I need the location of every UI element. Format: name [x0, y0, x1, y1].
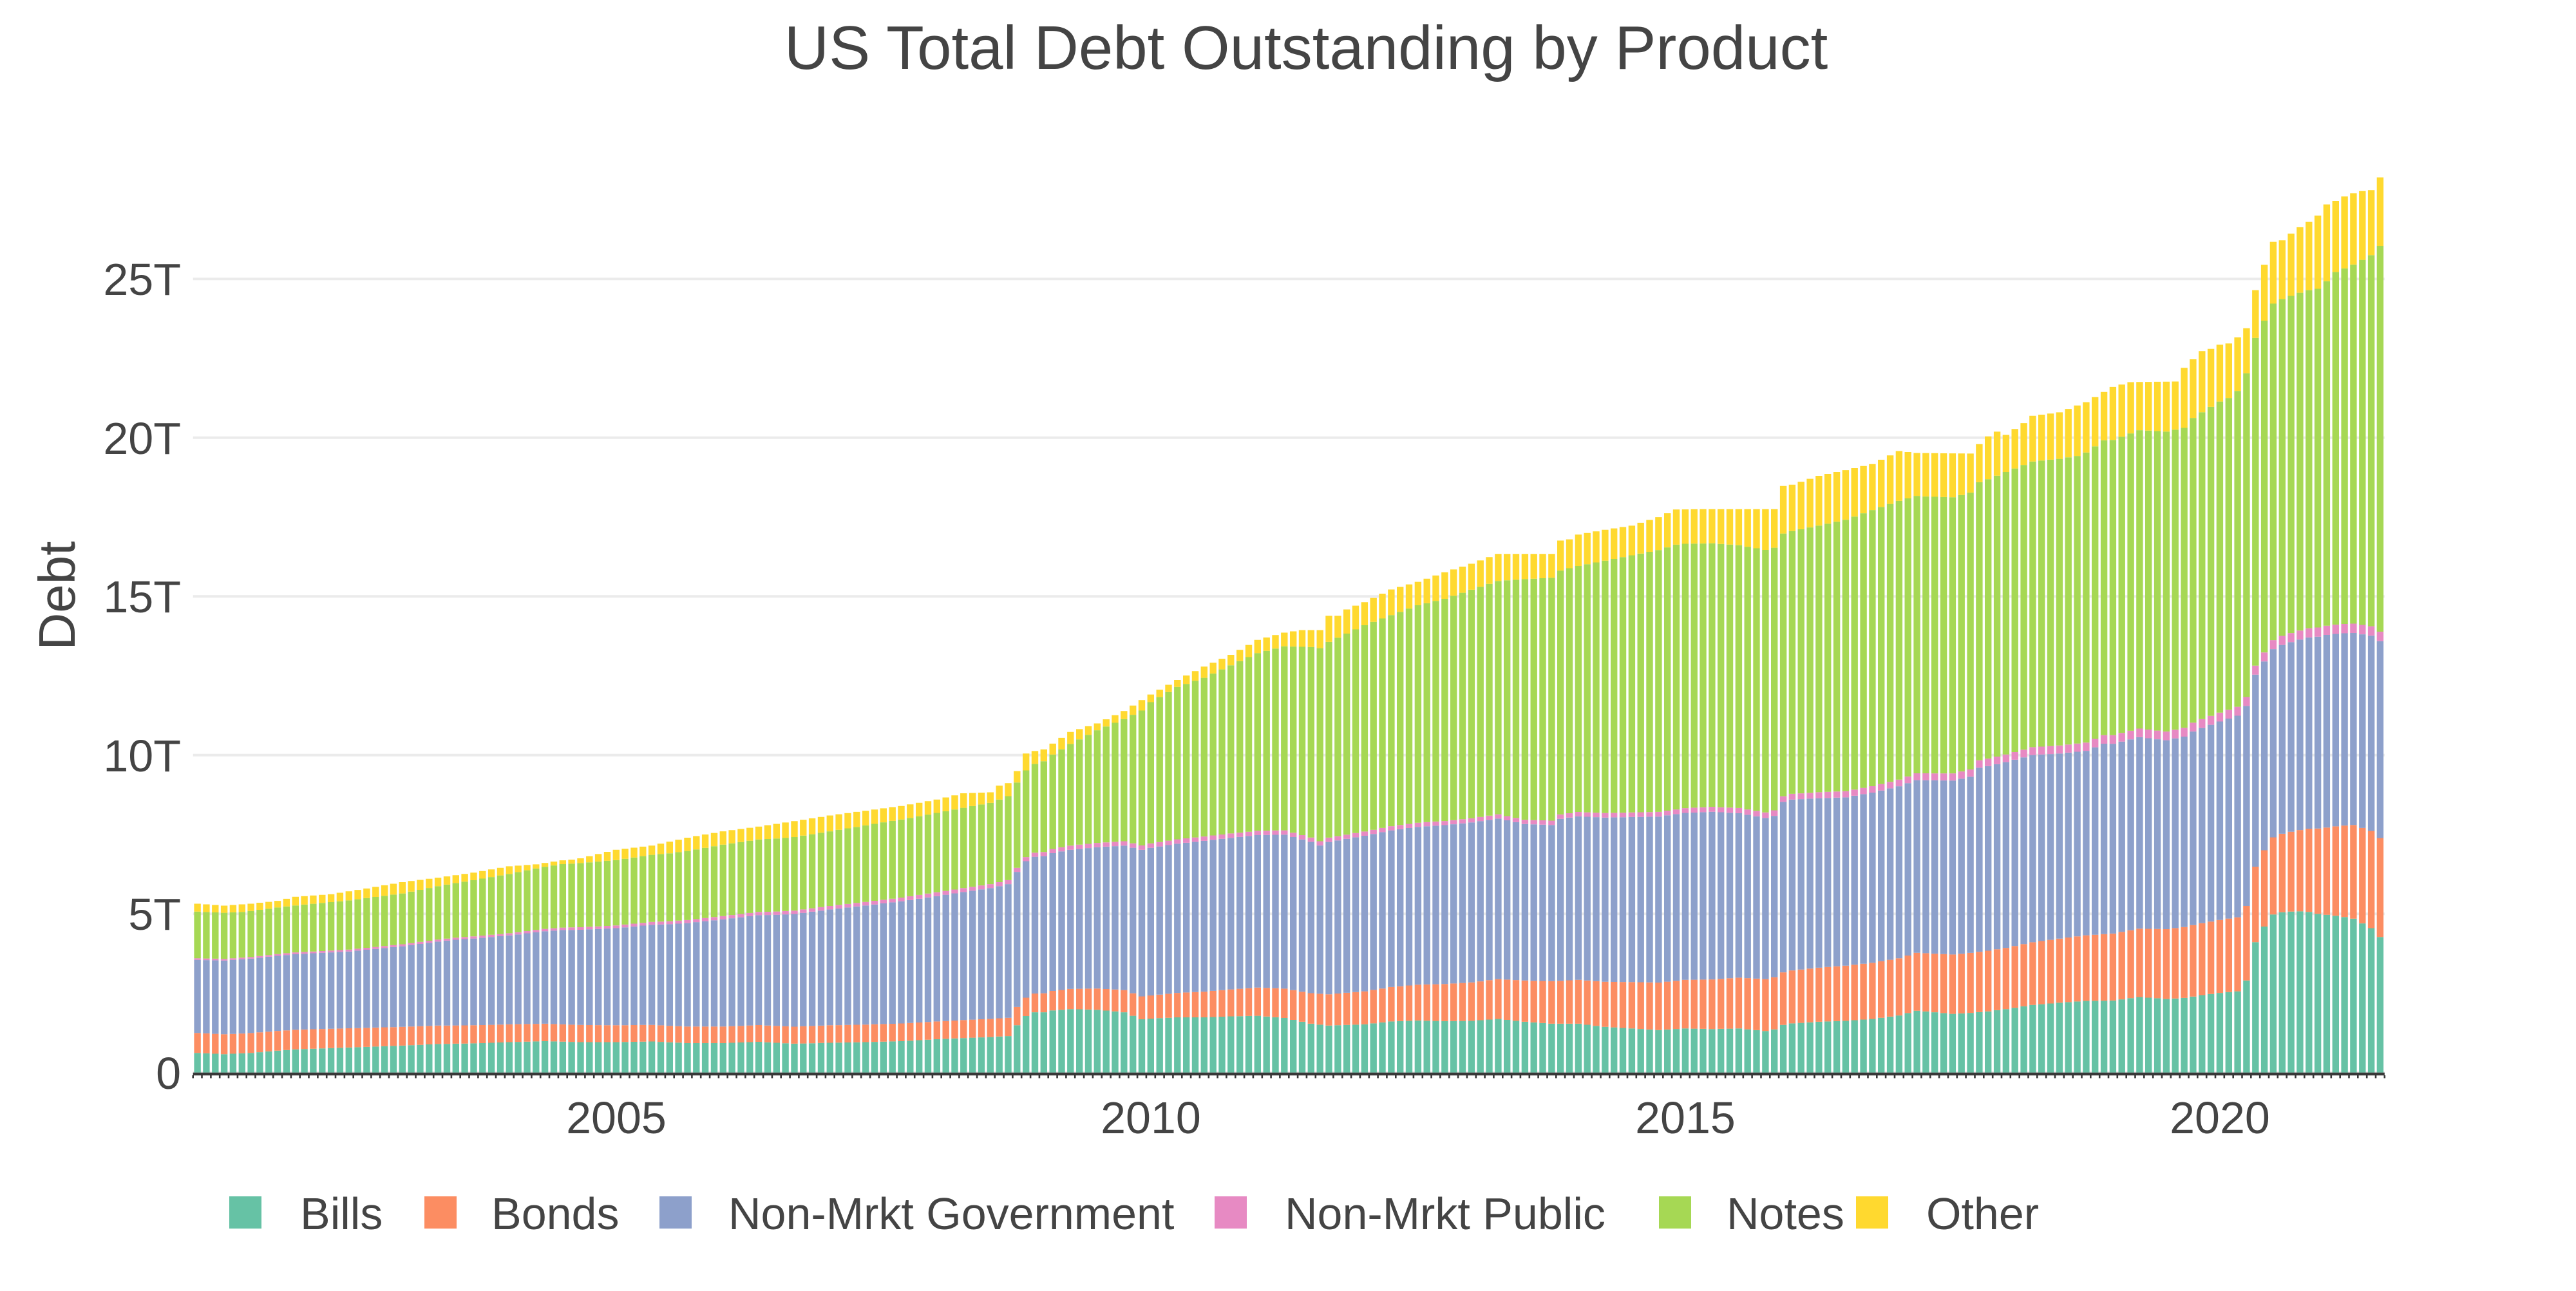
svg-text:5T: 5T: [128, 889, 181, 939]
svg-text:15T: 15T: [103, 572, 181, 622]
svg-text:2015: 2015: [1635, 1093, 1736, 1143]
svg-text:Debt: Debt: [28, 542, 86, 650]
svg-text:2010: 2010: [1101, 1093, 1201, 1143]
svg-text:Bills: Bills: [300, 1189, 383, 1239]
svg-text:Other: Other: [1926, 1189, 2039, 1239]
svg-text:20T: 20T: [103, 413, 181, 464]
svg-text:10T: 10T: [103, 731, 181, 781]
svg-text:0: 0: [156, 1048, 181, 1098]
svg-text:Notes: Notes: [1727, 1189, 1844, 1239]
svg-text:2020: 2020: [2170, 1093, 2270, 1143]
svg-text:2005: 2005: [566, 1093, 667, 1143]
svg-text:US Total Debt Outstanding by P: US Total Debt Outstanding by Product: [784, 14, 1828, 82]
svg-text:Bonds: Bonds: [491, 1189, 619, 1239]
svg-text:Non-Mrkt Government: Non-Mrkt Government: [728, 1189, 1174, 1239]
svg-text:25T: 25T: [103, 254, 181, 305]
svg-text:Non-Mrkt Public: Non-Mrkt Public: [1285, 1189, 1605, 1239]
